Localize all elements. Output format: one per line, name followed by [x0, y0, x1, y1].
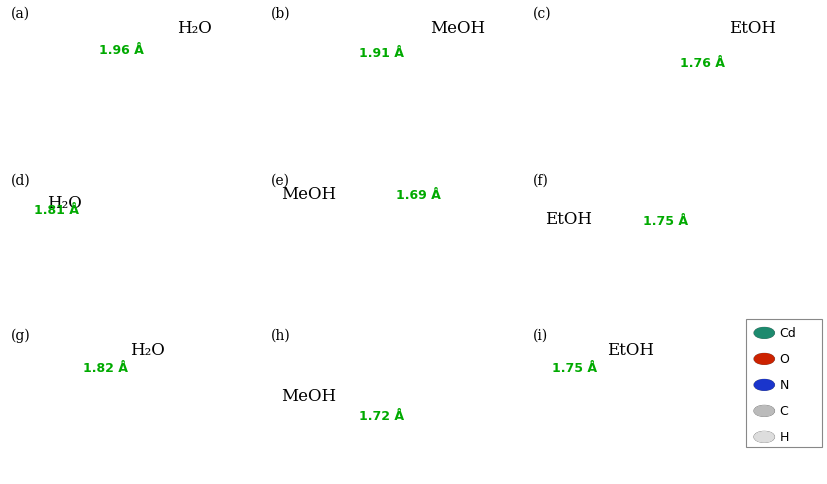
Text: (b): (b)	[271, 7, 290, 21]
Text: H₂O: H₂O	[177, 20, 212, 37]
FancyBboxPatch shape	[746, 319, 822, 448]
Circle shape	[754, 328, 774, 338]
Text: H₂O: H₂O	[47, 195, 82, 212]
Text: (a): (a)	[11, 7, 30, 21]
Text: MeOH: MeOH	[430, 20, 485, 37]
Text: 1.91 Å: 1.91 Å	[360, 47, 404, 60]
Circle shape	[754, 328, 774, 339]
Text: C: C	[780, 405, 788, 418]
Circle shape	[754, 380, 774, 390]
Text: 1.69 Å: 1.69 Å	[396, 188, 441, 201]
Text: MeOH: MeOH	[281, 387, 337, 404]
Text: O: O	[780, 353, 790, 365]
Circle shape	[754, 354, 774, 364]
Text: MeOH: MeOH	[281, 185, 337, 202]
Circle shape	[754, 406, 774, 416]
Text: (g): (g)	[11, 328, 30, 343]
Text: EtOH: EtOH	[729, 20, 776, 37]
Text: H: H	[780, 430, 789, 443]
Text: H₂O: H₂O	[131, 341, 165, 358]
Text: Cd: Cd	[780, 327, 796, 340]
Circle shape	[754, 432, 774, 442]
Text: (c): (c)	[533, 7, 552, 21]
Text: 1.76 Å: 1.76 Å	[680, 57, 725, 70]
Text: 1.82 Å: 1.82 Å	[84, 361, 128, 374]
Text: (f): (f)	[533, 173, 549, 187]
Circle shape	[754, 432, 774, 442]
Text: EtOH: EtOH	[607, 341, 653, 358]
Text: N: N	[780, 378, 789, 392]
Text: (e): (e)	[271, 173, 290, 187]
Text: 1.75 Å: 1.75 Å	[552, 361, 597, 374]
Text: 1.72 Å: 1.72 Å	[360, 409, 404, 423]
Circle shape	[754, 406, 774, 416]
Text: 1.81 Å: 1.81 Å	[34, 204, 79, 217]
Text: (d): (d)	[11, 173, 30, 187]
Circle shape	[754, 380, 774, 391]
Text: (h): (h)	[271, 328, 290, 342]
Text: EtOH: EtOH	[546, 211, 592, 227]
Text: 1.75 Å: 1.75 Å	[643, 215, 689, 227]
Text: 1.96 Å: 1.96 Å	[99, 44, 144, 57]
Circle shape	[754, 354, 774, 364]
Text: (i): (i)	[533, 328, 548, 342]
